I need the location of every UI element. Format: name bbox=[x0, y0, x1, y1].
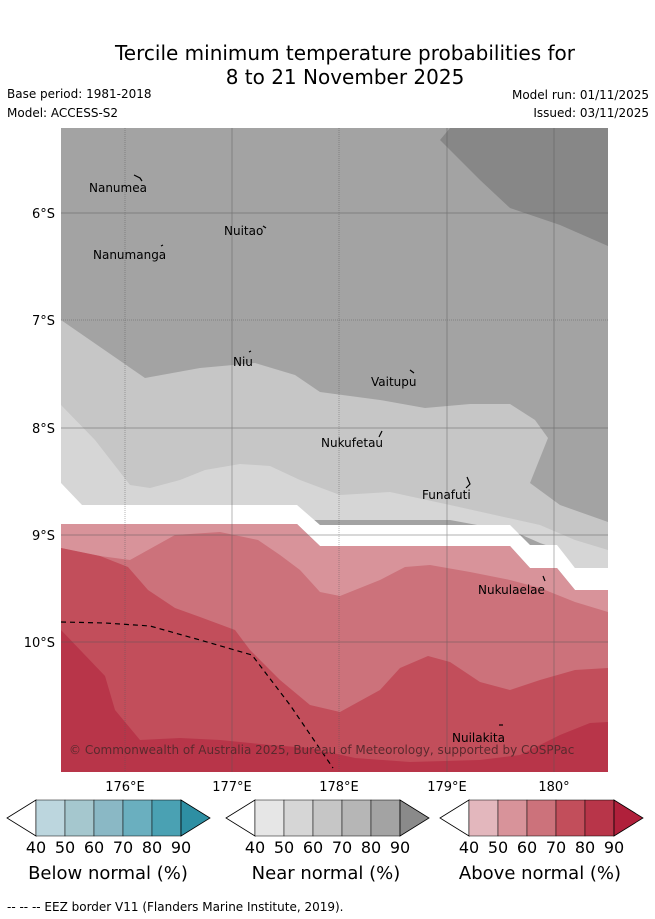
probability-map: Nanumea Nuitao Nanumanga Niu Vaitupu Nuk… bbox=[24, 128, 608, 795]
colorbar-tick-label: 40 bbox=[26, 838, 46, 855]
place-label: Vaitupu bbox=[371, 375, 417, 389]
colorbar-segment bbox=[370, 799, 401, 837]
base-period: Base period: 1981-2018 bbox=[7, 87, 152, 101]
lon-tick-label: 179°E bbox=[427, 780, 467, 795]
colorbar-tick-label: 60 bbox=[84, 838, 104, 855]
place-label: Nukulaelae bbox=[478, 583, 545, 597]
colorbar-title-above: Above normal (%) bbox=[458, 863, 622, 884]
copyright-text: © Commonwealth of Australia 2025, Bureau… bbox=[69, 743, 574, 757]
band-white bbox=[61, 483, 608, 590]
region-near-normal-60 bbox=[61, 405, 608, 568]
colorbar-tick-label: 40 bbox=[245, 838, 265, 855]
colorbar-tick-label: 40 bbox=[459, 838, 479, 855]
colorbar-above-normal: 40 50 60 70 80 90 bbox=[439, 799, 644, 855]
colorbar-segment bbox=[151, 799, 182, 837]
colorbar-tick-label: 60 bbox=[517, 838, 537, 855]
lat-tick-label: 9°S bbox=[32, 529, 55, 544]
colorbar-tick-label: 90 bbox=[390, 838, 410, 855]
colorbar-segment bbox=[526, 799, 557, 837]
colorbar-title-below: Below normal (%) bbox=[28, 863, 188, 884]
colorbar-segment bbox=[35, 799, 66, 837]
lon-tick-label: 178°E bbox=[319, 780, 359, 795]
region-above-normal-80 bbox=[61, 630, 608, 772]
colorbar-tick-label: 80 bbox=[575, 838, 595, 855]
grid-lines bbox=[61, 128, 608, 772]
colorbars: 40 50 60 70 80 90 40 50 60 70 80 90 40 50 60 70 80 90 bbox=[6, 799, 644, 855]
map-area bbox=[60, 128, 608, 772]
colorbar-arrow-high bbox=[399, 799, 430, 837]
colorbar-tick-label: 60 bbox=[303, 838, 323, 855]
colorbar-segment bbox=[555, 799, 586, 837]
lat-tick-label: 8°S bbox=[32, 422, 55, 437]
colorbar-segment bbox=[341, 799, 372, 837]
issued-date: Issued: 03/11/2025 bbox=[533, 106, 649, 120]
colorbar-segment bbox=[254, 799, 285, 837]
place-label: Nukufetau bbox=[321, 436, 383, 450]
colorbar-segment bbox=[122, 799, 153, 837]
colorbar-arrow-high bbox=[613, 799, 644, 837]
place-label: Nuitao bbox=[224, 224, 263, 238]
model-name: Model: ACCESS-S2 bbox=[7, 106, 119, 120]
place-label: Funafuti bbox=[422, 488, 471, 502]
lon-tick-label: 180° bbox=[538, 780, 569, 795]
place-label: Nanumanga bbox=[93, 248, 166, 262]
place-label: Niu bbox=[233, 355, 253, 369]
colorbar-arrow-low bbox=[225, 799, 256, 837]
colorbar-tick-label: 90 bbox=[604, 838, 624, 855]
eez-footnote: -- -- -- EEZ border V11 (Flanders Marine… bbox=[7, 900, 344, 914]
colorbar-segment bbox=[283, 799, 314, 837]
island-markers bbox=[133, 174, 546, 726]
colorbar-near-normal: 40 50 60 70 80 90 bbox=[225, 799, 430, 855]
region-near-normal-90 bbox=[440, 128, 608, 246]
colorbar-tick-label: 70 bbox=[546, 838, 566, 855]
lon-tick-label: 177°E bbox=[212, 780, 252, 795]
colorbar-segment bbox=[497, 799, 528, 837]
place-label: Nanumea bbox=[89, 181, 147, 195]
lat-axis: 6°S 7°S 8°S 9°S 10°S bbox=[24, 207, 55, 651]
colorbar-tick-label: 80 bbox=[361, 838, 381, 855]
lon-axis: 176°E 177°E 178°E 179°E 180° bbox=[105, 780, 569, 795]
colorbar-segment bbox=[584, 799, 615, 837]
lat-tick-label: 7°S bbox=[32, 314, 55, 329]
lon-tick-label: 176°E bbox=[105, 780, 145, 795]
lat-tick-label: 10°S bbox=[24, 636, 55, 651]
model-run: Model run: 01/11/2025 bbox=[511, 88, 649, 102]
colorbar-tick-label: 90 bbox=[171, 838, 191, 855]
colorbar-arrow-low bbox=[439, 799, 470, 837]
colorbar-tick-label: 50 bbox=[274, 838, 294, 855]
place-label: Nuilakita bbox=[452, 731, 505, 745]
region-above-normal-70 bbox=[61, 548, 608, 772]
colorbar-segment bbox=[312, 799, 343, 837]
title-line-2: 8 to 21 November 2025 bbox=[225, 65, 465, 89]
colorbar-segment bbox=[93, 799, 124, 837]
colorbar-tick-label: 80 bbox=[142, 838, 162, 855]
place-labels: Nanumea Nuitao Nanumanga Niu Vaitupu Nuk… bbox=[89, 181, 545, 745]
colorbar-arrow-low bbox=[6, 799, 37, 837]
colorbar-title-near: Near normal (%) bbox=[251, 863, 401, 884]
colorbar-tick-label: 50 bbox=[488, 838, 508, 855]
colorbar-tick-label: 70 bbox=[113, 838, 133, 855]
title-line-1: Tercile minimum temperature probabilitie… bbox=[114, 41, 576, 65]
lat-tick-label: 6°S bbox=[32, 207, 55, 222]
colorbar-arrow-high bbox=[180, 799, 211, 837]
colorbar-tick-label: 50 bbox=[55, 838, 75, 855]
colorbar-segment bbox=[468, 799, 499, 837]
colorbar-tick-label: 70 bbox=[332, 838, 352, 855]
colorbar-segment bbox=[64, 799, 95, 837]
colorbar-below-normal: 40 50 60 70 80 90 bbox=[6, 799, 211, 855]
